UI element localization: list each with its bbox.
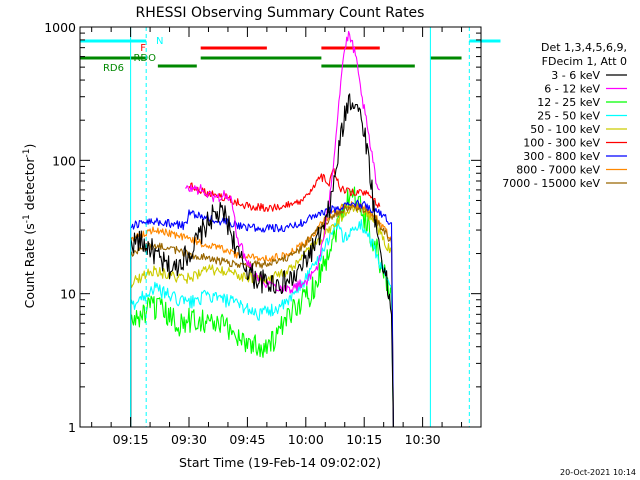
legend: Det 1,3,4,5,6,9, FDecim 1, Att 0 3 - 6 k… <box>502 41 627 190</box>
series-line <box>80 93 394 428</box>
plot-frame <box>79 26 482 428</box>
legend-label: 7000 - 15000 keV <box>502 177 600 190</box>
legend-label: 50 - 100 keV <box>530 123 600 136</box>
series-line <box>188 168 381 212</box>
series-line <box>80 202 394 428</box>
legend-label: 800 - 7000 keV <box>516 164 600 177</box>
x-tick-label: 09:45 <box>229 432 265 447</box>
y-axis-label-end: ) <box>22 144 37 149</box>
legend-label: 12 - 25 keV <box>537 96 600 109</box>
series-line <box>80 186 394 428</box>
y-axis-label-main: Count Rate (s <box>22 223 37 308</box>
chart-title: RHESSI Observing Summary Count Rates <box>136 5 425 21</box>
flag-label-night: N <box>156 36 163 47</box>
x-tick-label: 10:30 <box>405 432 441 447</box>
legend-label: 6 - 12 keV <box>544 83 600 96</box>
x-axis-label: Start Time (19-Feb-14 09:02:02) <box>179 455 381 470</box>
y-tick-label: 10 <box>60 287 76 302</box>
series-line <box>80 203 394 428</box>
x-tick-label: 10:15 <box>346 432 382 447</box>
y-tick-label: 1000 <box>44 20 76 35</box>
x-tick-label: 09:30 <box>171 432 207 447</box>
series-line <box>80 219 394 428</box>
legend-label: 3 - 6 keV <box>551 69 600 82</box>
legend-header-line-1: Det 1,3,4,5,6,9, <box>541 41 627 54</box>
y-tick-label: 1 <box>68 420 76 435</box>
y-axis-label-sup1: -1 <box>22 214 32 223</box>
x-tick-label: 09:15 <box>113 432 149 447</box>
x-tick-label: 10:00 <box>288 432 324 447</box>
legend-label: 25 - 50 keV <box>537 110 600 123</box>
y-axis-label-sup2: -1 <box>22 149 32 158</box>
y-axis-label: Count Rate (s-1 detector-1) <box>22 144 37 309</box>
flag-label-rd6: RD6 <box>103 63 124 74</box>
flag-label-rdo: RDO <box>133 53 156 64</box>
axes: 1 10 100 1000 09:15 09:30 09:45 10:00 10:15 10:30 <box>44 20 481 447</box>
y-tick-label: 100 <box>52 153 76 168</box>
y-axis-label-mid: detector <box>22 157 37 215</box>
legend-header-line-2: FDecim 1, Att 0 <box>542 55 627 68</box>
series-layer <box>80 30 394 428</box>
legend-label: 100 - 300 keV <box>523 137 600 150</box>
series-line <box>80 199 394 428</box>
footer-timestamp: 20-Oct-2021 10:14 <box>560 468 636 477</box>
flag-label-flare: F <box>140 43 146 54</box>
legend-label: 300 - 800 keV <box>523 150 600 163</box>
